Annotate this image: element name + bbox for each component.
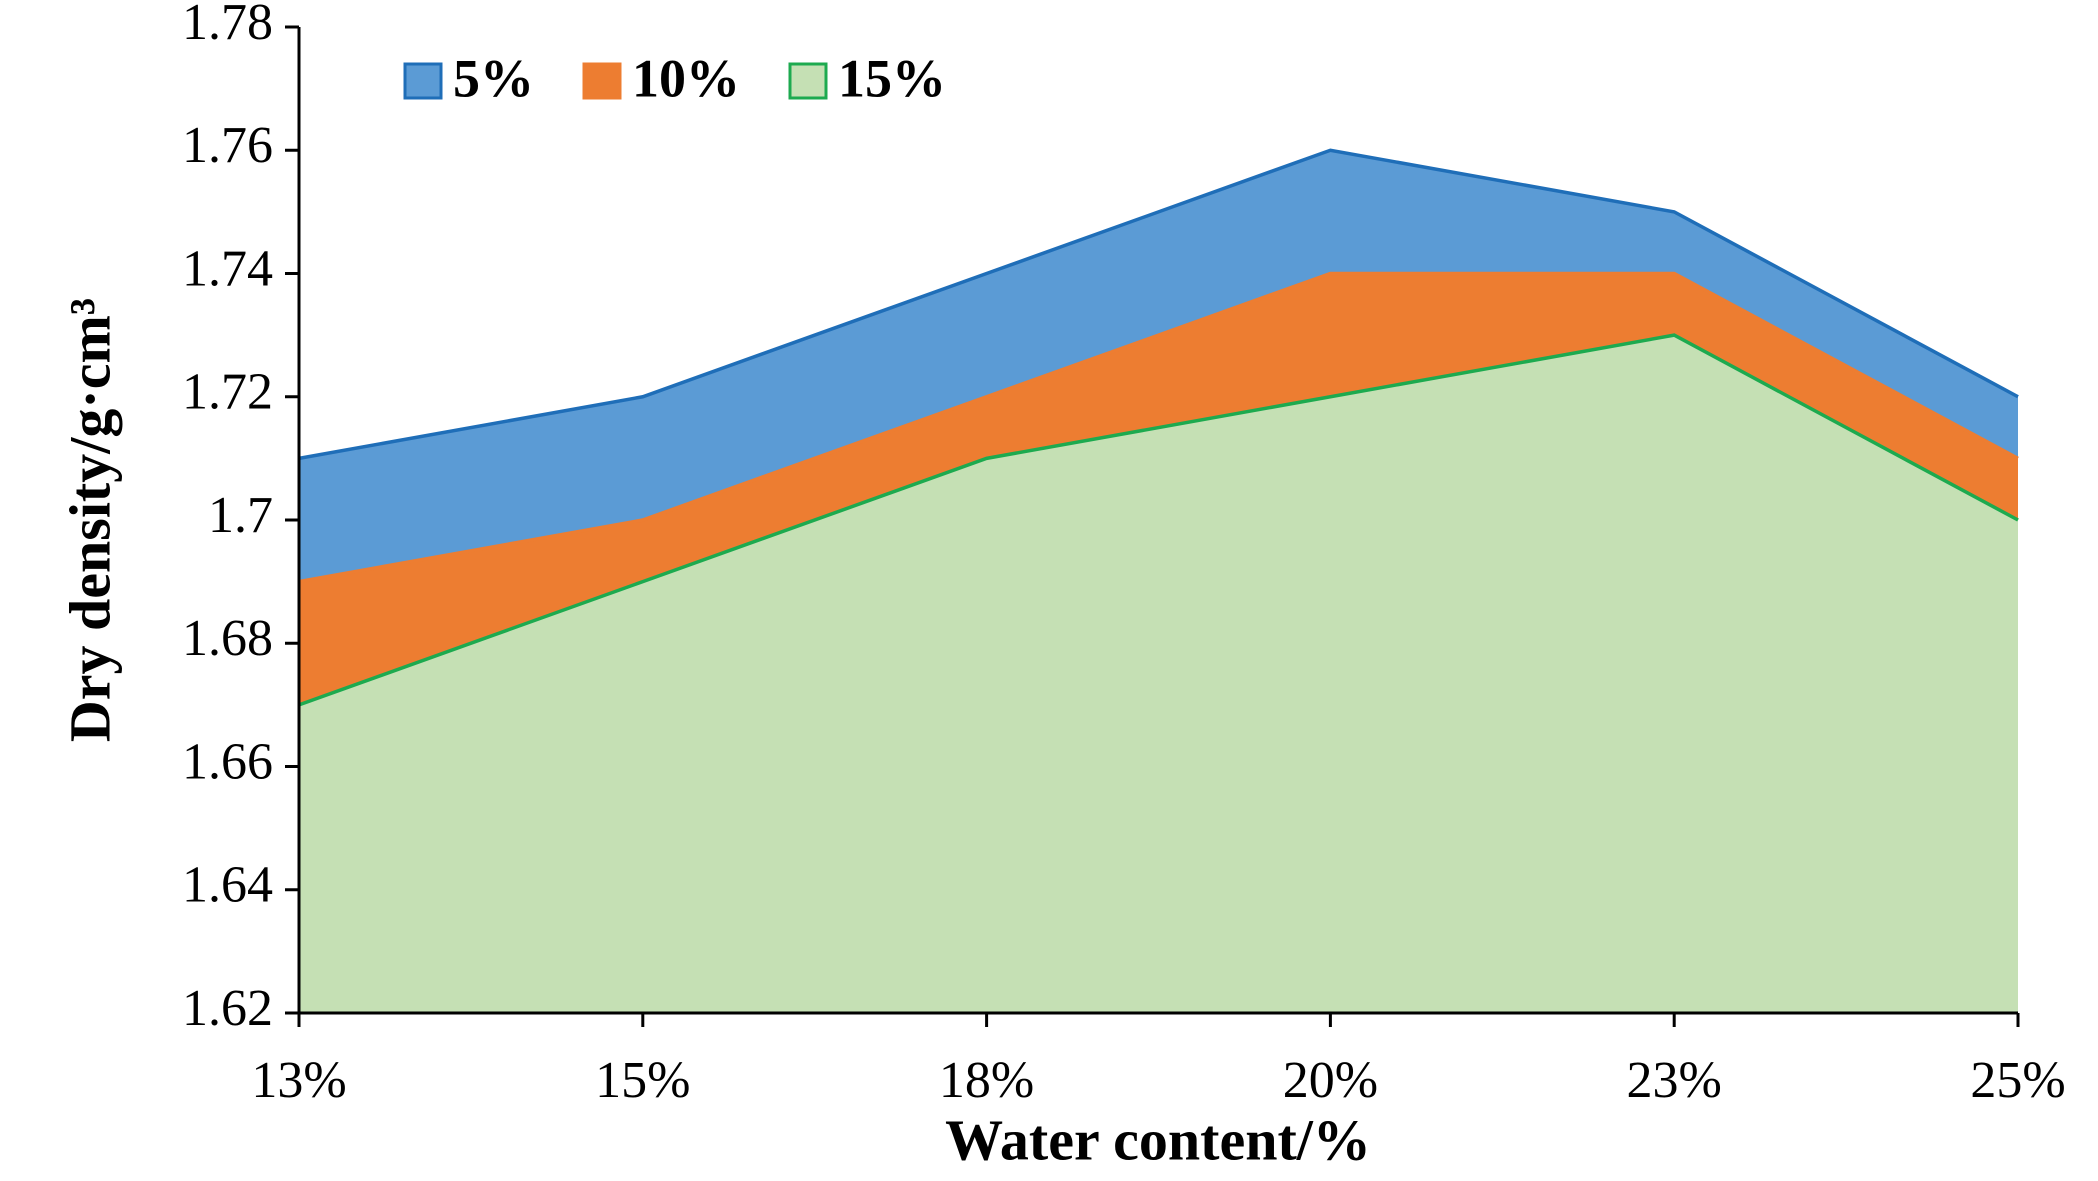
y-tick-label: 1.78 — [182, 0, 273, 51]
legend-swatch — [788, 62, 828, 100]
area-line — [298, 148, 2019, 461]
y-tick-label: 1.62 — [182, 980, 273, 1037]
area — [299, 335, 2018, 1013]
x-tick-label: 23% — [1627, 1052, 1722, 1109]
y-tick-label: 1.7 — [208, 487, 273, 544]
x-tick-label: 25% — [1970, 1052, 2065, 1109]
y-tick-label: 1.76 — [182, 117, 273, 174]
x-tick-label: 20% — [1283, 1052, 1378, 1109]
y-tick-label: 1.72 — [182, 364, 273, 421]
x-tick-label: 18% — [939, 1052, 1034, 1109]
y-axis-label: Dry density/g·cm³ — [57, 298, 122, 742]
y-tick-label: 1.66 — [182, 733, 273, 790]
area-line — [298, 271, 2019, 584]
x-axis-label: Water content/% — [945, 1107, 1371, 1172]
x-tick-label: 13% — [251, 1052, 346, 1109]
legend-swatch — [582, 62, 622, 100]
legend-label: 15% — [838, 48, 946, 108]
area-line — [298, 333, 2019, 707]
y-tick-label: 1.64 — [182, 857, 273, 914]
legend-label: 10% — [632, 48, 740, 108]
y-tick-label: 1.68 — [182, 610, 273, 667]
y-tick-label: 1.74 — [182, 240, 273, 297]
x-tick-label: 15% — [595, 1052, 690, 1109]
legend-swatch — [403, 62, 443, 100]
legend-label: 5% — [453, 48, 534, 108]
